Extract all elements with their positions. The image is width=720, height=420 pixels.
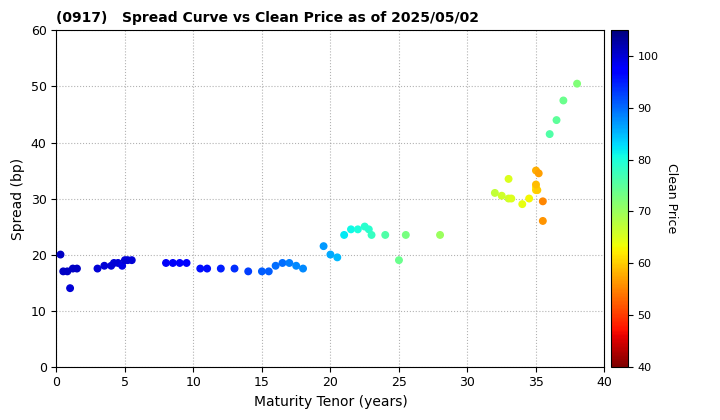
Point <box>366 231 377 238</box>
Point <box>331 254 343 261</box>
Point <box>345 226 356 233</box>
Point <box>122 257 133 263</box>
Point <box>523 195 535 202</box>
Point <box>126 257 138 263</box>
Point <box>533 170 544 177</box>
Point <box>161 260 172 266</box>
Point <box>215 265 227 272</box>
Point <box>263 268 274 275</box>
Point <box>284 260 295 266</box>
Point <box>363 226 374 233</box>
Point <box>325 251 336 258</box>
Point <box>530 181 541 188</box>
Point <box>91 265 103 272</box>
Point <box>530 167 541 174</box>
Point <box>359 223 371 230</box>
Point <box>58 268 69 275</box>
Point <box>318 243 329 249</box>
Point <box>530 184 541 191</box>
Point <box>64 285 76 291</box>
Point <box>112 260 124 266</box>
Point <box>338 231 350 238</box>
Point <box>503 176 514 182</box>
Point <box>194 265 206 272</box>
Point <box>297 265 309 272</box>
Point <box>537 198 549 205</box>
Point <box>379 231 391 238</box>
Point <box>243 268 254 275</box>
Point <box>99 262 110 269</box>
Point <box>174 260 186 266</box>
Point <box>503 195 514 202</box>
Point <box>71 265 83 272</box>
Point <box>400 231 412 238</box>
Point <box>530 187 541 194</box>
Point <box>202 265 213 272</box>
Point <box>119 257 130 263</box>
Point <box>181 260 192 266</box>
Y-axis label: Clean Price: Clean Price <box>665 163 678 234</box>
Point <box>290 262 302 269</box>
Point <box>108 260 120 266</box>
X-axis label: Maturity Tenor (years): Maturity Tenor (years) <box>253 395 408 409</box>
Y-axis label: Spread (bp): Spread (bp) <box>11 158 25 239</box>
Point <box>117 262 128 269</box>
Point <box>229 265 240 272</box>
Point <box>55 251 66 258</box>
Point <box>62 268 73 275</box>
Point <box>537 218 549 224</box>
Point <box>276 260 288 266</box>
Point <box>489 189 500 196</box>
Point <box>256 268 268 275</box>
Point <box>557 97 569 104</box>
Point <box>67 265 78 272</box>
Point <box>572 80 583 87</box>
Point <box>505 195 517 202</box>
Point <box>516 201 528 207</box>
Point <box>352 226 364 233</box>
Text: (0917)   Spread Curve vs Clean Price as of 2025/05/02: (0917) Spread Curve vs Clean Price as of… <box>56 11 480 25</box>
Point <box>167 260 179 266</box>
Point <box>496 192 508 199</box>
Point <box>544 131 555 137</box>
Point <box>270 262 282 269</box>
Point <box>531 187 543 194</box>
Point <box>105 262 117 269</box>
Point <box>434 231 446 238</box>
Point <box>393 257 405 263</box>
Point <box>551 117 562 123</box>
